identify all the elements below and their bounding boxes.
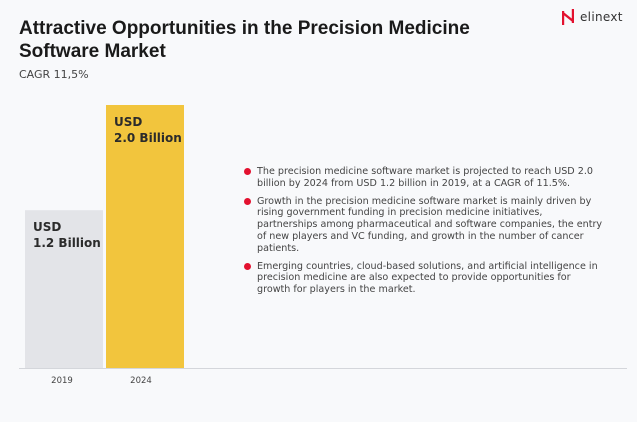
cagr-subtitle: CAGR 11,5% (19, 68, 89, 81)
data-label: 1.2 Billion (33, 236, 101, 250)
bullet-dot-icon (244, 197, 251, 205)
logo-text: elinext (580, 10, 623, 24)
bullet-item: The precision medicine software market i… (243, 166, 603, 190)
bar-2019 (25, 210, 103, 368)
bullet-list: The precision medicine software market i… (243, 166, 603, 302)
data-label: 2.0 Billion (114, 131, 182, 145)
bar-chart: USD 1.2 Billion 2019 USD 2.0 Billion 2024 (19, 105, 627, 386)
bar-2024 (106, 105, 184, 368)
bullet-dot-icon (244, 262, 251, 270)
elinext-logo: elinext (562, 8, 623, 26)
page-title: Attractive Opportunities in the Precisio… (19, 18, 470, 62)
bullet-dot-icon (244, 168, 251, 175)
bullet-item: Growth in the precision medicine softwar… (243, 196, 603, 255)
bullet-item: Emerging countries, cloud-based solution… (243, 261, 603, 296)
x-tick-label: 2024 (130, 376, 152, 386)
x-tick-label: 2019 (51, 376, 73, 386)
data-label: USD (114, 115, 142, 129)
data-label: USD (33, 220, 61, 234)
logo-icon (562, 9, 574, 25)
